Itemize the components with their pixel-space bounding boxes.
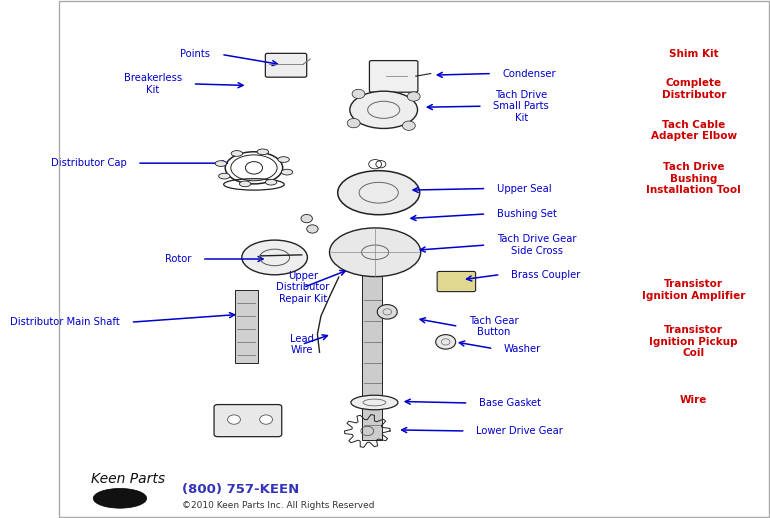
Text: Brass Coupler: Brass Coupler (511, 269, 581, 280)
Text: Lower Drive Gear: Lower Drive Gear (477, 426, 563, 436)
FancyBboxPatch shape (437, 271, 476, 292)
Text: Bushing Set: Bushing Set (497, 209, 557, 219)
Ellipse shape (231, 151, 243, 156)
Circle shape (377, 305, 397, 319)
Circle shape (259, 415, 273, 424)
Text: Rotor: Rotor (165, 254, 191, 264)
Ellipse shape (266, 179, 276, 185)
Circle shape (306, 225, 318, 233)
FancyBboxPatch shape (266, 53, 306, 77)
Text: Base Gasket: Base Gasket (479, 398, 541, 408)
Ellipse shape (350, 91, 417, 128)
Text: Tach Gear
Button: Tach Gear Button (469, 315, 519, 337)
Ellipse shape (219, 174, 230, 179)
Ellipse shape (278, 157, 290, 163)
Text: Lead
Wire: Lead Wire (290, 334, 313, 355)
Text: Washer: Washer (504, 343, 541, 354)
Ellipse shape (93, 488, 147, 508)
Circle shape (407, 92, 420, 101)
Text: Upper Seal: Upper Seal (497, 183, 551, 194)
Ellipse shape (330, 228, 420, 277)
Circle shape (352, 89, 365, 98)
FancyBboxPatch shape (214, 405, 282, 437)
Text: Tach Cable
Adapter Elbow: Tach Cable Adapter Elbow (651, 120, 737, 141)
Text: ©2010 Keen Parts Inc. All Rights Reserved: ©2010 Keen Parts Inc. All Rights Reserve… (182, 500, 374, 510)
Ellipse shape (351, 395, 398, 410)
Text: Breakerless
Kit: Breakerless Kit (124, 73, 182, 95)
Ellipse shape (338, 171, 420, 215)
Ellipse shape (215, 161, 226, 166)
Text: Keen Parts: Keen Parts (92, 472, 166, 486)
Text: Points: Points (180, 49, 210, 60)
FancyBboxPatch shape (370, 61, 418, 92)
Text: Distributor Main Shaft: Distributor Main Shaft (10, 317, 120, 327)
Circle shape (436, 335, 456, 349)
Ellipse shape (257, 149, 269, 155)
Ellipse shape (281, 169, 293, 175)
Text: (800) 757-KEEN: (800) 757-KEEN (182, 483, 300, 496)
Text: Condenser: Condenser (503, 68, 557, 79)
Text: Tach Drive
Small Parts
Kit: Tach Drive Small Parts Kit (494, 90, 549, 123)
Ellipse shape (242, 240, 307, 275)
Text: Upper
Distributor
Repair Kit: Upper Distributor Repair Kit (276, 271, 330, 304)
Circle shape (228, 415, 240, 424)
Text: Complete
Distributor: Complete Distributor (661, 78, 726, 100)
Bar (235, 290, 257, 363)
Circle shape (301, 214, 313, 223)
Text: Tach Drive Gear
Side Cross: Tach Drive Gear Side Cross (497, 234, 577, 256)
Ellipse shape (239, 181, 251, 186)
Text: Transistor
Ignition Pickup
Coil: Transistor Ignition Pickup Coil (649, 325, 738, 358)
Text: Distributor Cap: Distributor Cap (51, 158, 126, 168)
Circle shape (347, 119, 360, 128)
Text: Shim Kit: Shim Kit (669, 49, 718, 60)
Circle shape (403, 121, 415, 131)
Text: Transistor
Ignition Amplifier: Transistor Ignition Amplifier (642, 279, 745, 301)
Bar (363, 272, 382, 440)
Text: Tach Drive
Bushing
Installation Tool: Tach Drive Bushing Installation Tool (646, 162, 741, 195)
Text: Wire: Wire (680, 395, 708, 405)
